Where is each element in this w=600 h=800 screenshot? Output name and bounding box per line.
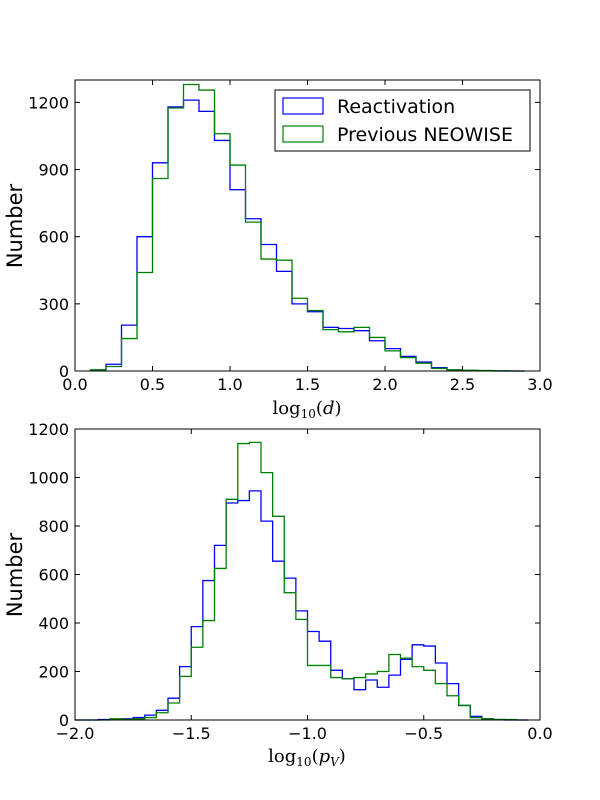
- chart-top-x-axis-label: log10(d): [273, 398, 342, 421]
- chart-bottom-xlabel-arg: p: [319, 746, 331, 767]
- chart-bottom-ytick-label: 0: [59, 711, 69, 730]
- legend-swatch-reactivation: [282, 97, 324, 115]
- chart-top-xlabel-arg: d: [323, 398, 335, 419]
- chart-bottom-x-tick-labels: −2.0 −1.5 −1.0 −0.5 0.0: [56, 724, 553, 743]
- chart-top-x-tick-labels: 0.0 0.5 1.0 1.5 2.0 2.5 3.0: [62, 375, 552, 394]
- legend-box: [274, 89, 531, 152]
- chart-bottom: −2.0 −1.5 −1.0 −0.5 0.0 0 200 400 600 80…: [3, 420, 553, 769]
- chart-top-y-tick-labels: 0 300 600 900 1200: [28, 93, 69, 381]
- legend-swatch-previous-neowise: [282, 125, 324, 143]
- chart-top-xtick-label: 1.0: [217, 375, 242, 394]
- chart-bottom-series-previous-neowise: [75, 441, 529, 721]
- chart-top-xlabel-sub: 10: [301, 407, 316, 421]
- chart-top-ytick-label: 600: [38, 228, 69, 247]
- chart-bottom-xtick-label: −0.5: [404, 724, 443, 743]
- chart-top-ticks: [74, 80, 541, 372]
- chart-bottom-xtick-label: 0.0: [527, 724, 552, 743]
- chart-top-xtick-label: 3.0: [527, 375, 552, 394]
- chart-bottom-ytick-label: 200: [38, 663, 69, 682]
- chart-top-xtick-label: 2.5: [450, 375, 475, 394]
- chart-top-series-reactivation: [89, 99, 525, 372]
- chart-bottom-ytick-label: 1200: [28, 420, 69, 439]
- chart-bottom-xtick-label: −1.0: [288, 724, 327, 743]
- chart-top-xtick-label: 1.5: [295, 375, 320, 394]
- chart-bottom-y-tick-labels: 0 200 400 600 800 1000 1200: [28, 420, 69, 730]
- chart-bottom-xlabel-argsub: V: [330, 755, 340, 769]
- legend-label-reactivation: Reactivation: [337, 96, 455, 118]
- chart-top-xtick-label: 0.5: [140, 375, 165, 394]
- chart-bottom-series: [75, 441, 529, 721]
- chart-top-ytick-label: 300: [38, 295, 69, 314]
- chart-top-xtick-label: 0.0: [62, 375, 87, 394]
- chart-top-ytick-label: 1200: [28, 93, 69, 112]
- chart-top-ytick-label: 0: [59, 362, 69, 381]
- chart-bottom-ticks: [74, 428, 541, 721]
- chart-bottom-ytick-label: 1000: [28, 469, 69, 488]
- chart-top-xtick-label: 2.0: [372, 375, 397, 394]
- chart-top-legend: Reactivation Previous NEOWISE: [274, 89, 531, 152]
- chart-top-xlabel-base: log: [273, 398, 301, 419]
- legend-label-previous-neowise: Previous NEOWISE: [337, 124, 513, 146]
- chart-bottom-xtick-label: −1.5: [172, 724, 211, 743]
- chart-bottom-ytick-label: 800: [38, 517, 69, 536]
- chart-bottom-xtick-label: −2.0: [56, 724, 95, 743]
- chart-bottom-ytick-label: 400: [38, 614, 69, 633]
- chart-top-series-previous-neowise: [89, 83, 525, 372]
- chart-bottom-xlabel-base: log: [268, 746, 296, 767]
- chart-top: 0.0 0.5 1.0 1.5 2.0 2.5 3.0 0 300 600 90…: [3, 79, 553, 421]
- chart-top-y-axis-label: Number: [3, 183, 27, 268]
- chart-bottom-ytick-label: 600: [38, 566, 69, 585]
- chart-top-series: [89, 83, 525, 372]
- chart-bottom-x-axis-label: log10(pV): [268, 746, 346, 769]
- chart-bottom-y-axis-label: Number: [3, 532, 27, 617]
- chart-top-ytick-label: 900: [38, 161, 69, 180]
- chart-bottom-xlabel-sub: 10: [296, 755, 311, 769]
